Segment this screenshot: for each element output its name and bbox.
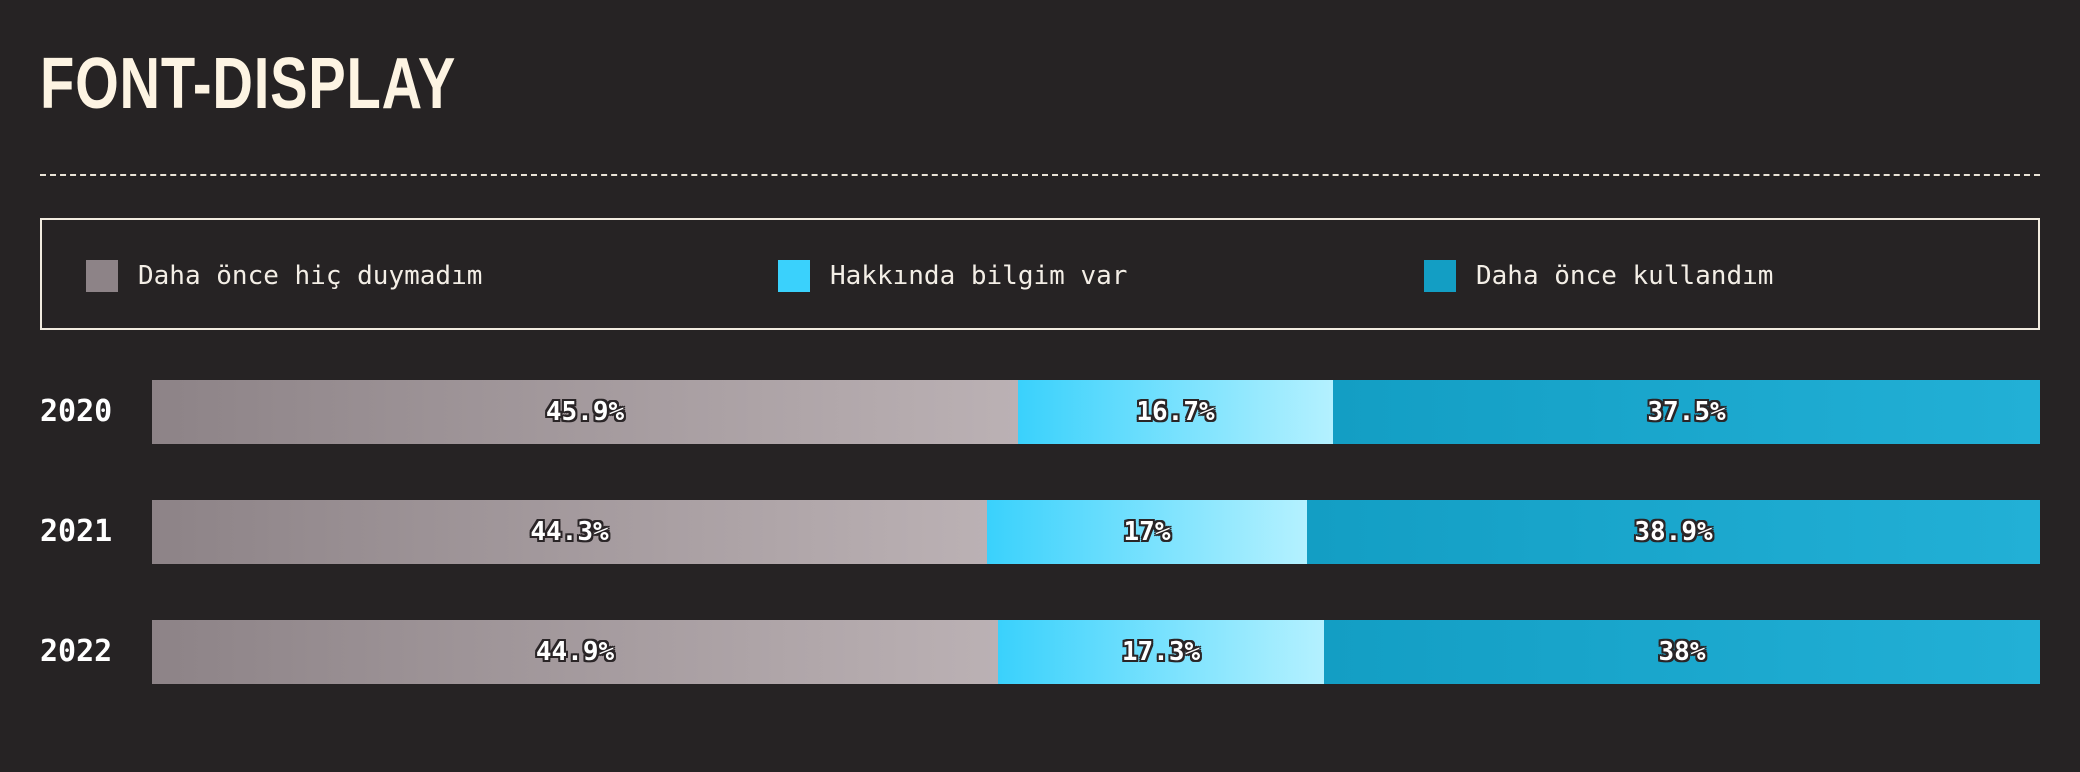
legend-swatch-used-before [1424, 260, 1456, 292]
bar-2021-used-before: 38.9% [1307, 500, 2040, 564]
row-label-2021: 2021 [40, 514, 113, 549]
data-label-2021-know-about: 17% [1123, 517, 1171, 547]
legend-item-used-before: Daha önce kullandım [1424, 260, 1773, 292]
data-label-2022-know-about: 17.3% [1121, 637, 1201, 667]
data-label-2021-never-heard: 44.3% [530, 517, 609, 547]
legend-swatch-never-heard [86, 260, 118, 292]
bar-2020-never-heard: 45.9% [152, 380, 1018, 444]
legend-item-know-about: Hakkında bilgim var [778, 260, 1127, 292]
data-label-2020-know-about: 16.7% [1136, 397, 1215, 427]
bar-2022-used-before: 38% [1324, 620, 2040, 684]
bar-2022-never-heard: 44.9% [152, 620, 998, 684]
row-label-2022: 2022 [40, 634, 113, 669]
bar-2022-know-about: 17.3% [998, 620, 1324, 684]
bar-2020-used-before: 37.5% [1333, 380, 2040, 444]
bar-2021-know-about: 17% [987, 500, 1307, 564]
data-label-2020-never-heard: 45.9% [545, 397, 625, 427]
data-label-2022-used-before: 38% [1658, 637, 1706, 667]
dashed-divider [40, 174, 2040, 176]
legend-item-never-heard: Daha önce hiç duymadım [86, 260, 482, 292]
bar-2021-never-heard: 44.3% [152, 500, 987, 564]
bar-2020-know-about: 16.7% [1018, 380, 1333, 444]
legend-label-know-about: Hakkında bilgim var [830, 261, 1128, 291]
legend-label-used-before: Daha önce kullandım [1476, 261, 1774, 291]
data-label-2021-used-before: 38.9% [1634, 517, 1713, 547]
row-label-2020: 2020 [40, 394, 113, 429]
data-label-2022-never-heard: 44.9% [535, 637, 615, 667]
chart-title: FONT-DISPLAY [40, 44, 457, 124]
legend-swatch-know-about [778, 260, 810, 292]
legend: Daha önce hiç duymadım Hakkında bilgim v… [40, 218, 2040, 330]
legend-label-never-heard: Daha önce hiç duymadım [138, 261, 483, 291]
data-label-2020-used-before: 37.5% [1647, 397, 1726, 427]
